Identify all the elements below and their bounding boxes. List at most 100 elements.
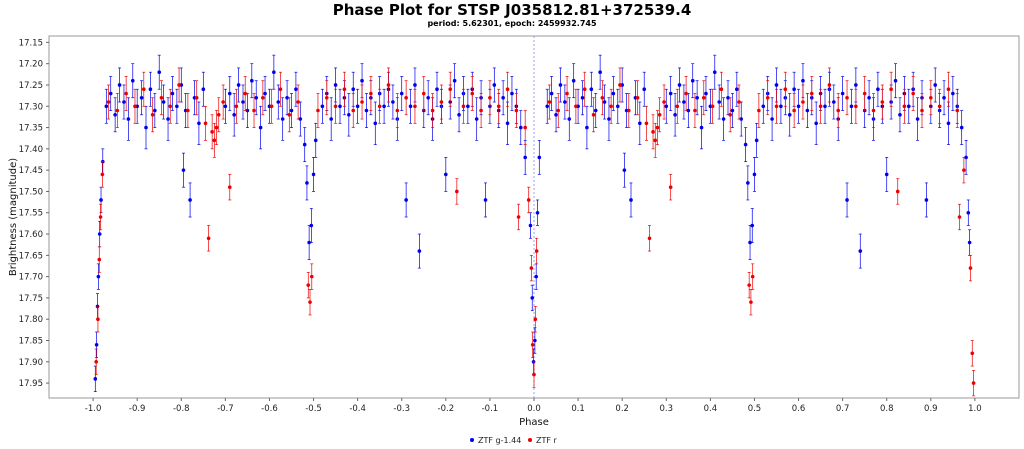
data-point [746, 181, 750, 185]
data-point [565, 91, 569, 96]
data-point [181, 168, 186, 172]
data-point [920, 108, 924, 113]
data-point [580, 95, 585, 100]
data-point [479, 108, 483, 113]
data-point [530, 342, 535, 347]
data-point [574, 104, 578, 109]
data-point [221, 100, 225, 104]
data-point [216, 112, 221, 117]
data-point [845, 95, 849, 100]
data-point [957, 215, 962, 219]
data-point [867, 95, 871, 100]
data-point [657, 112, 662, 117]
data-point [483, 198, 488, 202]
data-point [347, 112, 351, 117]
data-point [252, 108, 256, 113]
data-point [369, 91, 373, 96]
data-point [964, 155, 968, 160]
y-tick-label: 17.45 [19, 166, 43, 176]
data-point [737, 100, 741, 104]
data-point [309, 274, 314, 279]
x-tick-label: -0.3 [393, 404, 410, 414]
data-point [537, 155, 542, 160]
data-point [684, 91, 688, 96]
data-point [99, 198, 103, 202]
data-point [250, 78, 254, 83]
data-point [743, 142, 748, 147]
data-point [115, 108, 120, 113]
data-point [618, 83, 622, 87]
data-point [261, 95, 265, 100]
data-point [748, 240, 752, 245]
data-point [532, 372, 536, 377]
y-tick-label: 17.80 [19, 315, 43, 325]
data-point [272, 70, 276, 74]
data-point [792, 108, 796, 113]
data-point [752, 172, 757, 177]
data-point [558, 83, 563, 87]
data-point [635, 95, 640, 100]
data-point [929, 95, 933, 100]
data-point [148, 87, 153, 92]
data-point [967, 240, 972, 245]
data-point [600, 95, 605, 100]
y-tick-label: 17.15 [19, 38, 43, 48]
data-point [644, 121, 649, 126]
data-point [113, 112, 117, 117]
data-point [100, 172, 105, 177]
data-point [188, 198, 192, 202]
data-point [534, 274, 539, 279]
data-point [144, 125, 148, 130]
chart-subtitle: period: 5.62301, epoch: 2459932.745 [427, 19, 597, 28]
data-point [533, 338, 537, 343]
data-point [884, 172, 889, 177]
data-point [430, 108, 435, 113]
y-tick-label: 17.35 [19, 124, 43, 134]
data-point [526, 198, 531, 202]
data-point [668, 91, 673, 96]
data-point [622, 168, 627, 172]
data-point [677, 83, 682, 87]
data-point [750, 274, 755, 279]
data-point [234, 104, 239, 109]
y-tick-label: 17.70 [19, 273, 43, 283]
data-point [448, 87, 453, 92]
data-point [545, 104, 550, 109]
data-point [653, 138, 658, 143]
data-point [355, 104, 360, 109]
data-point [668, 185, 673, 189]
data-point [651, 130, 655, 134]
data-point [280, 117, 285, 121]
data-point [227, 185, 232, 189]
x-axis-ticks: -1.0 -0.9 -0.8 -0.7 -0.6 -0.5 -0.4 -0.3 -0.2 -0.1… [85, 398, 982, 414]
data-point [876, 87, 880, 92]
data-point [642, 87, 647, 92]
data-point [655, 125, 660, 130]
data-point [496, 104, 501, 109]
data-point [439, 100, 444, 104]
data-point [96, 317, 100, 322]
data-point [530, 296, 535, 300]
data-point [638, 121, 642, 126]
data-point [854, 83, 858, 87]
data-point [435, 87, 439, 92]
data-point [728, 112, 733, 117]
data-point [254, 95, 259, 100]
legend-marker [470, 438, 474, 442]
data-point [210, 130, 214, 134]
data-point [840, 91, 845, 96]
x-tick-label: 0.4 [704, 404, 718, 414]
x-tick-label: -0.9 [129, 404, 146, 414]
data-point [675, 104, 680, 109]
data-point [690, 78, 695, 83]
data-point [269, 104, 274, 109]
data-point [93, 377, 98, 381]
data-point [236, 83, 241, 87]
data-point [106, 100, 111, 104]
data-point [749, 300, 753, 304]
data-point [898, 112, 902, 117]
data-point [556, 108, 561, 113]
data-point [699, 125, 704, 130]
data-point [629, 198, 633, 202]
